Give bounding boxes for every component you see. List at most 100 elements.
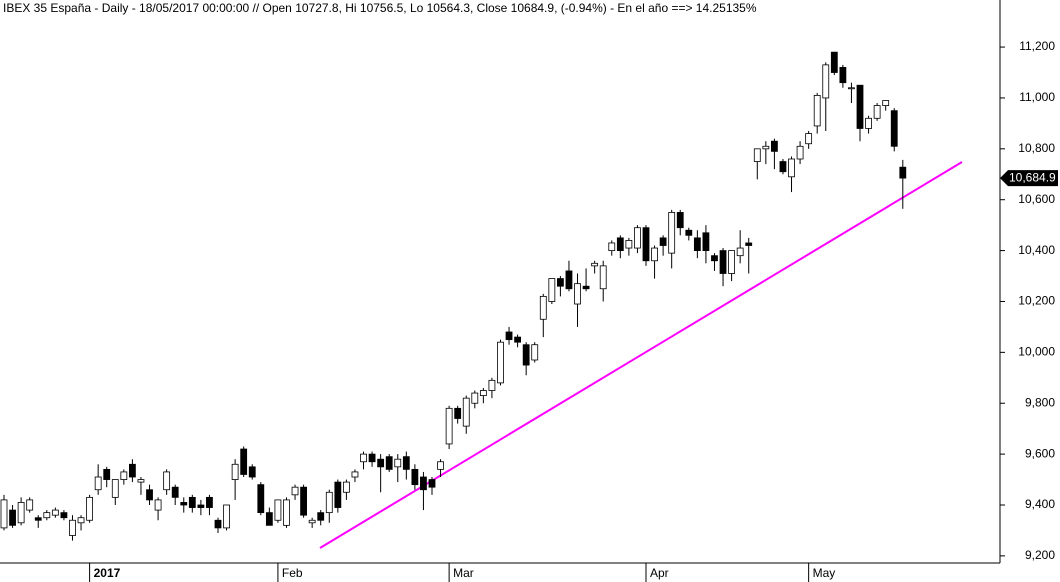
candle-body <box>676 212 684 229</box>
candle-body <box>188 496 196 508</box>
candle-body <box>616 237 624 251</box>
candle-body <box>411 468 419 486</box>
candle-body <box>368 453 376 463</box>
candle-body <box>223 504 230 529</box>
candle-body <box>505 331 513 341</box>
candle-body <box>283 499 290 526</box>
candle-body <box>146 489 153 501</box>
last-price-label: 10,684.9 <box>1009 170 1056 184</box>
candle-body <box>813 95 821 127</box>
candle-body <box>360 453 367 463</box>
candle-body <box>890 110 898 147</box>
candle-body <box>685 229 693 236</box>
y-tick-label: 10,600 <box>1018 192 1055 206</box>
candle-body <box>659 237 667 246</box>
candle-body <box>342 481 350 493</box>
candle-body <box>385 456 393 470</box>
candle-body <box>651 247 658 262</box>
candle-body <box>711 255 718 262</box>
candle-body <box>557 278 564 287</box>
candle-body <box>60 512 68 519</box>
candle-body <box>43 512 51 519</box>
candle-body <box>51 509 59 516</box>
candle-body <box>214 519 222 529</box>
candle-body <box>668 212 676 254</box>
candle-body <box>402 456 410 470</box>
candle-body <box>171 486 179 498</box>
last-price-box <box>1000 170 1058 187</box>
candle-body <box>17 502 25 524</box>
candle-body <box>77 517 85 524</box>
trend-line <box>319 161 963 549</box>
candle-body <box>445 407 453 445</box>
candle-body <box>719 250 727 274</box>
candle-body <box>257 484 265 514</box>
candle-body <box>565 270 573 290</box>
y-tick-label: 10,400 <box>1018 243 1055 257</box>
candle-body <box>471 392 479 404</box>
candle-body <box>771 140 778 152</box>
candle-body <box>428 479 436 488</box>
y-tick-label: 9,200 <box>1025 548 1055 562</box>
y-tick-label: 9,600 <box>1025 446 1055 460</box>
candle-body <box>693 237 701 251</box>
candle-body <box>206 496 213 508</box>
candle-body <box>128 463 136 478</box>
candle-body <box>805 133 813 145</box>
candle-body <box>69 519 76 536</box>
x-tick-label: Mar <box>453 566 474 580</box>
candle-body <box>625 240 633 249</box>
candle-body <box>325 491 333 514</box>
y-tick-label: 11,200 <box>1019 39 1055 53</box>
candle-body <box>539 295 547 320</box>
candle-body <box>231 463 239 480</box>
candle-body <box>479 390 487 397</box>
candle-body <box>308 519 316 524</box>
y-tick-label: 9,800 <box>1025 395 1055 409</box>
candle-body <box>753 148 761 162</box>
candle-body <box>317 512 325 521</box>
candle-body <box>351 471 359 478</box>
candle-body <box>574 283 581 305</box>
candle-body <box>9 509 16 526</box>
candle-body <box>300 486 308 516</box>
candle-body <box>873 105 881 119</box>
candle-body <box>788 158 795 178</box>
candle-body <box>745 242 753 246</box>
candle-body <box>137 479 145 483</box>
candle-body <box>608 242 616 251</box>
candle-body <box>865 117 872 129</box>
candle-body <box>582 285 590 290</box>
candle-body <box>856 84 864 129</box>
candle-body <box>591 262 599 267</box>
y-tick-label: 11,000 <box>1019 90 1055 104</box>
candle-body <box>377 458 385 468</box>
candle-body <box>531 344 539 361</box>
candle-body <box>736 247 744 257</box>
y-tick-label: 10,200 <box>1018 294 1055 308</box>
candle-body <box>240 448 248 475</box>
candle-body <box>26 499 34 511</box>
candle-body <box>548 278 556 302</box>
candle-body <box>94 476 102 491</box>
x-tick-label: Apr <box>650 566 669 580</box>
candle-body <box>830 51 838 73</box>
candle-body <box>180 502 188 506</box>
candle-body <box>599 265 607 290</box>
y-tick-label: 9,400 <box>1025 497 1055 511</box>
candle-body <box>437 461 444 470</box>
candle-body <box>265 512 273 526</box>
candle-body <box>796 145 804 160</box>
chart-title: IBEX 35 España - Daily - 18/05/2017 00:0… <box>3 1 757 15</box>
candle-body <box>462 397 470 427</box>
candle-body <box>497 341 504 384</box>
x-tick-label: 2017 <box>94 566 121 580</box>
candle-body <box>762 145 770 150</box>
candle-body <box>154 499 162 511</box>
x-tick-label: May <box>813 566 836 580</box>
candle-body <box>334 481 342 508</box>
candle-body <box>86 496 93 521</box>
candle-body <box>822 64 830 99</box>
